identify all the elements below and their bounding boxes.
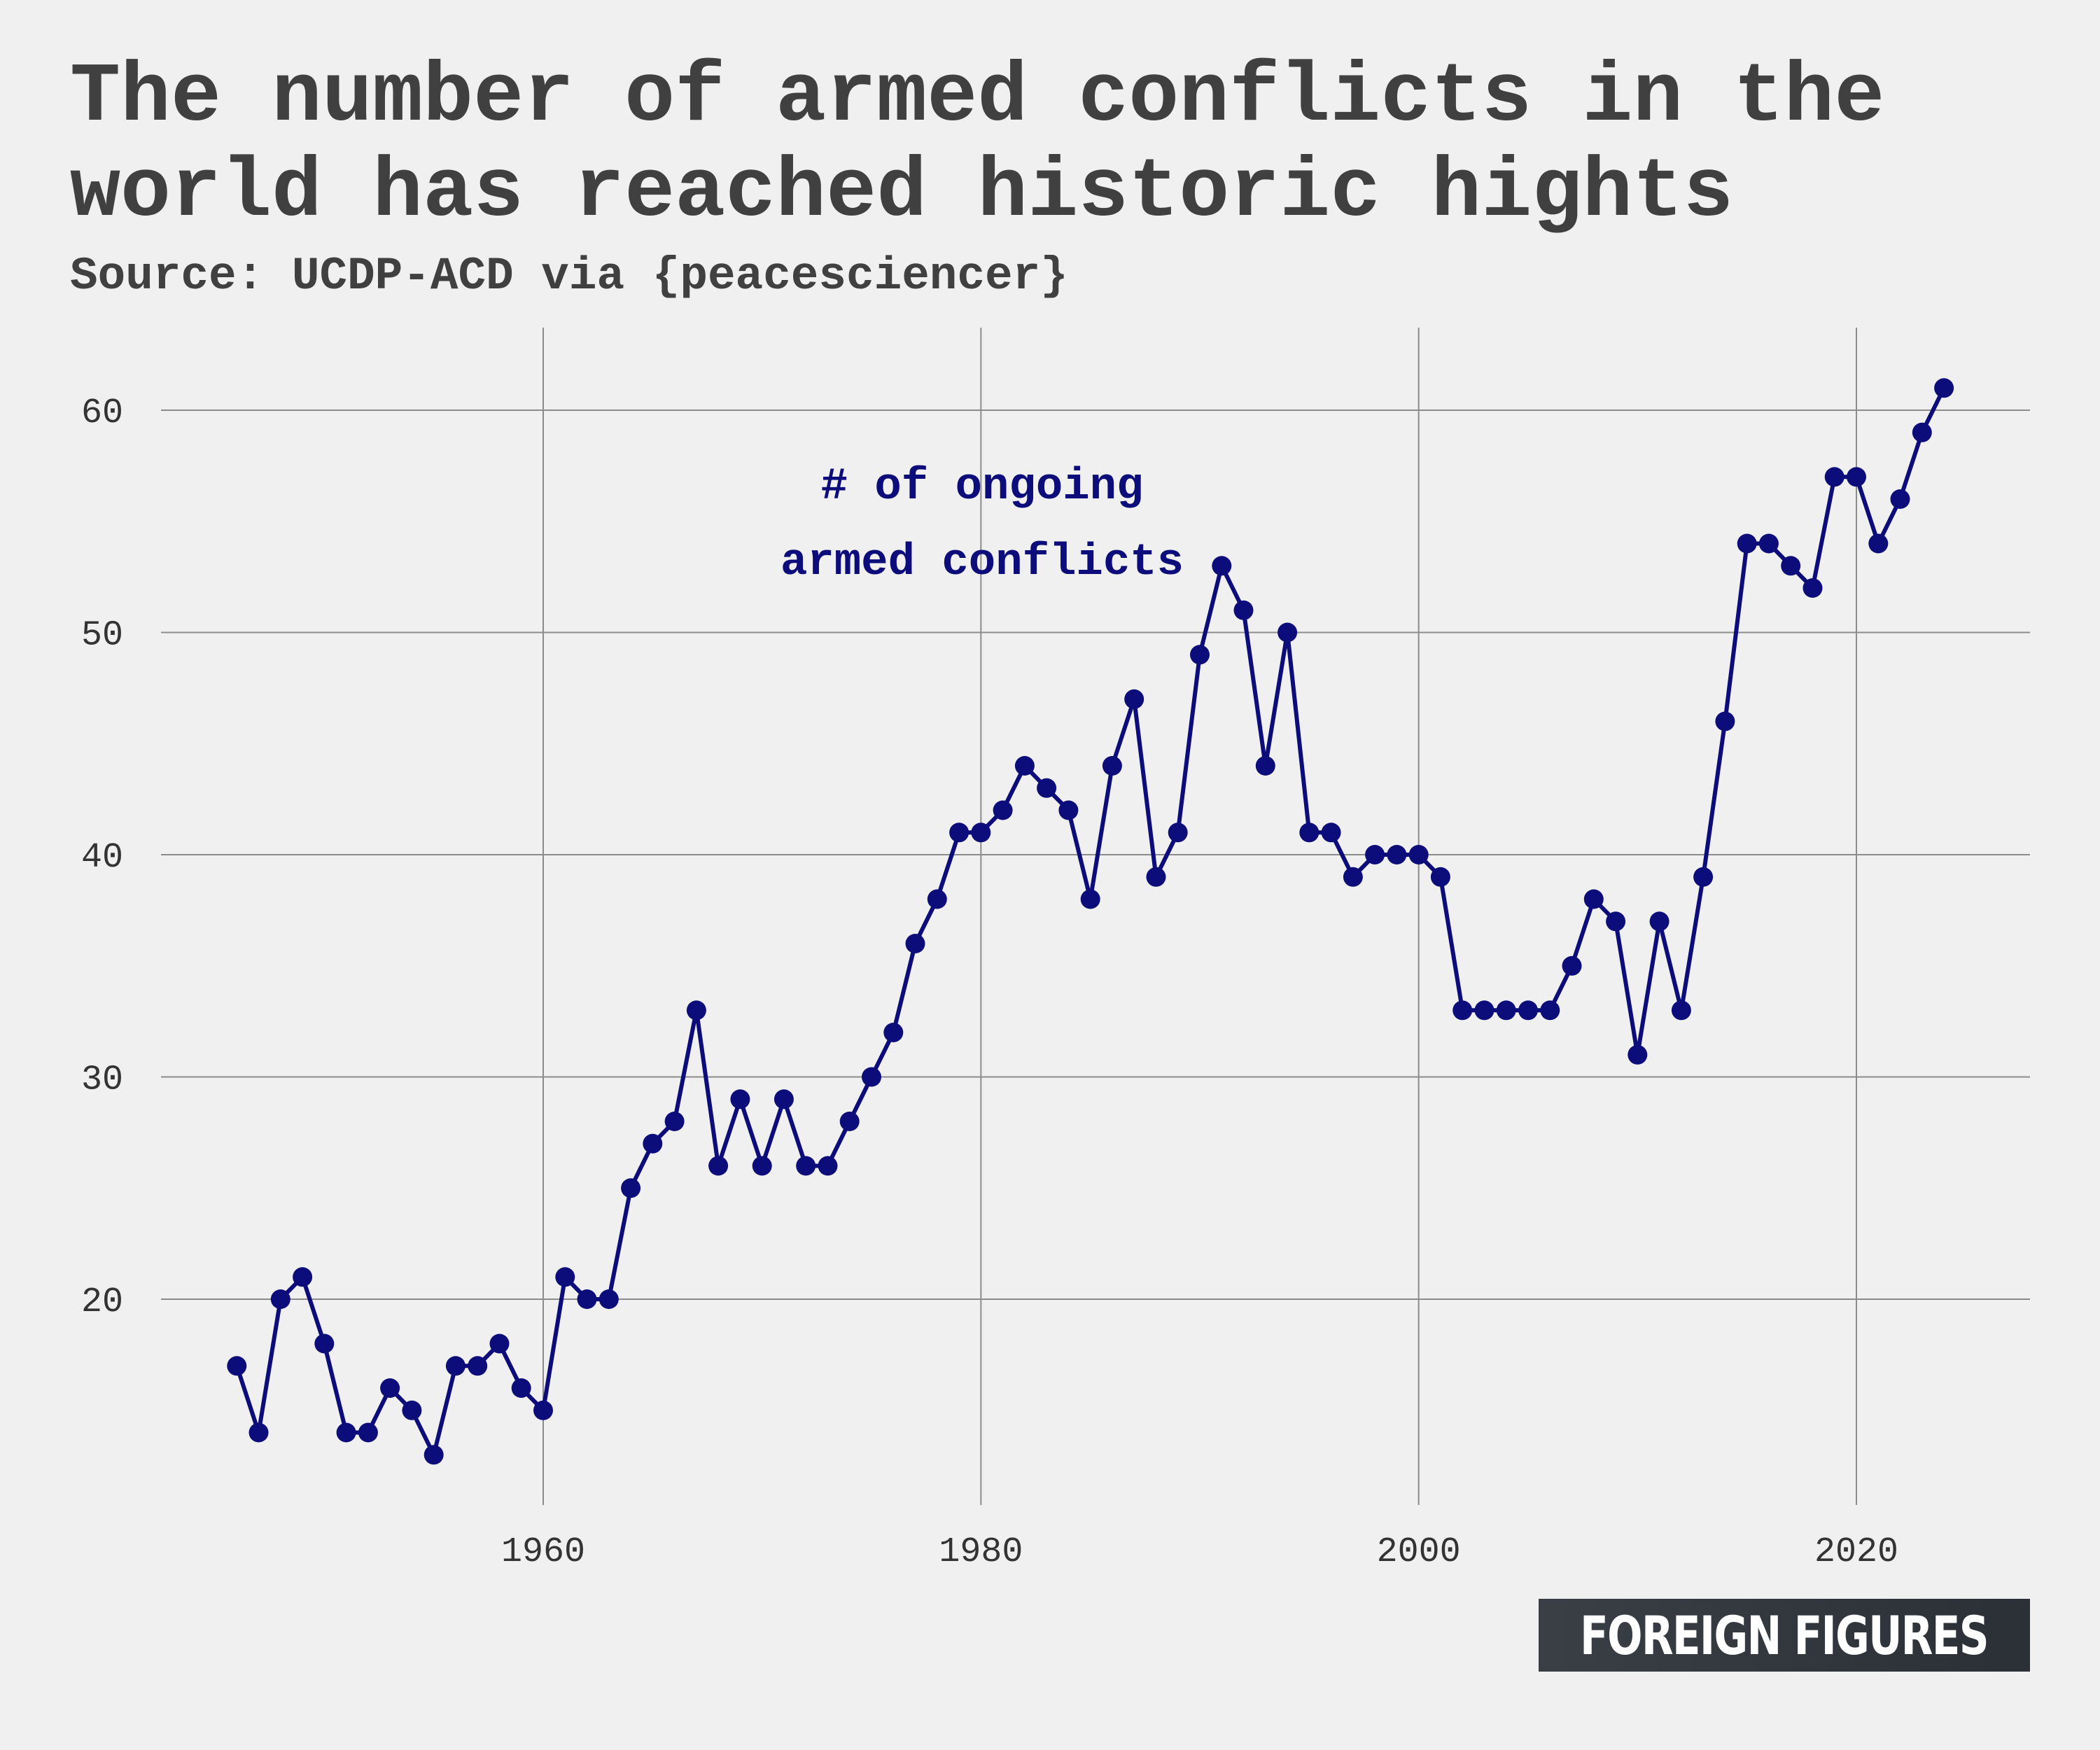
data-point-1967 [686,1000,706,1021]
data-point-1995 [1299,822,1320,843]
y-tick-label-50: 50 [81,616,123,656]
data-point-1979 [949,822,969,843]
data-point-1988 [1146,867,1166,887]
data-point-2018 [1802,578,1823,598]
y-tick-label-20: 20 [81,1282,123,1322]
data-point-1957 [468,1356,488,1376]
data-point-1953 [380,1378,400,1398]
data-point-1947 [248,1422,269,1443]
data-point-1998 [1365,845,1385,864]
data-point-1968 [708,1156,729,1176]
data-point-2013 [1693,867,1714,887]
data-point-2015 [1737,533,1757,554]
data-point-1971 [774,1089,794,1110]
data-point-2002 [1452,1000,1473,1021]
data-point-1990 [1190,645,1210,665]
data-point-1952 [358,1422,378,1443]
data-point-2009 [1606,911,1626,932]
data-point-1972 [796,1156,816,1176]
data-point-2010 [1628,1044,1648,1065]
annotation-line-2: armed conflicts [780,538,1184,588]
data-point-1950 [314,1334,335,1354]
data-point-1948 [270,1289,290,1309]
data-point-1999 [1387,845,1407,864]
data-point-1969 [730,1089,750,1110]
annotation: # of ongoing armed conflicts [780,462,1184,588]
data-point-2019 [1824,467,1844,487]
data-point-1964 [621,1178,641,1198]
data-point-1992 [1233,600,1254,620]
data-point-1984 [1058,800,1079,820]
tick-labels: 20 30 40 50 60 1960 1980 2000 2020 [81,393,1898,1572]
chart-subtitle: Source: UCDP-ACD via {peacesciencer} [70,250,1068,302]
data-point-2003 [1474,1000,1494,1021]
data-point-2004 [1496,1000,1516,1021]
data-point-2008 [1583,889,1604,909]
y-tick-label-60: 60 [81,393,123,433]
data-point-1976 [883,1023,904,1042]
data-point-1991 [1212,556,1232,576]
data-point-2005 [1518,1000,1538,1021]
x-tick-label-2000: 2000 [1377,1532,1461,1572]
data-point-2021 [1868,533,1889,554]
data-point-2006 [1540,1000,1560,1021]
data-point-1977 [905,934,925,953]
x-tick-label-1960: 1960 [501,1532,585,1572]
data-point-1974 [839,1112,860,1131]
data-point-1956 [445,1356,465,1376]
data-point-2020 [1847,467,1866,487]
data-point-1994 [1278,622,1298,643]
data-point-1965 [643,1133,663,1154]
data-point-1963 [598,1289,619,1309]
data-point-2007 [1562,955,1582,976]
data-point-1983 [1037,778,1057,798]
data-point-1973 [818,1156,838,1176]
data-point-1955 [424,1445,444,1465]
x-tick-label-2020: 2020 [1814,1532,1898,1572]
data-point-2001 [1430,867,1450,887]
data-point-2023 [1912,422,1932,442]
data-point-2014 [1715,711,1735,732]
data-point-1960 [533,1400,553,1420]
data-point-1996 [1321,822,1341,843]
grid-lines [161,328,2030,1505]
data-point-1970 [752,1156,772,1176]
data-point-2012 [1671,1000,1691,1021]
data-point-1986 [1102,756,1122,776]
data-point-1987 [1124,689,1144,709]
data-point-1982 [1014,756,1035,776]
data-point-1993 [1255,756,1275,776]
y-tick-label-30: 30 [81,1060,123,1100]
data-point-1946 [227,1356,247,1376]
data-point-2017 [1781,556,1801,576]
y-tick-label-40: 40 [81,838,123,878]
annotation-line-1: # of ongoing [821,462,1144,512]
data-point-1958 [489,1334,510,1354]
data-point-1959 [511,1378,531,1398]
data-point-1997 [1343,867,1363,887]
data-point-1981 [993,800,1013,820]
data-point-1954 [402,1400,422,1420]
data-point-1985 [1080,889,1100,909]
data-point-1989 [1168,822,1188,843]
data-point-1978 [927,889,947,909]
data-point-1966 [664,1112,685,1131]
data-point-1962 [577,1289,597,1309]
foreign-figures-logo: FOREIGN FIGURES [1539,1599,2030,1672]
data-point-1975 [862,1067,881,1087]
data-points [227,378,1954,1465]
data-point-2000 [1408,845,1429,864]
data-point-2022 [1890,489,1910,509]
data-point-1951 [336,1422,356,1443]
data-point-2024 [1934,378,1954,398]
x-tick-label-1980: 1980 [939,1532,1023,1572]
data-point-2016 [1758,533,1779,554]
logo-text: FOREIGN FIGURES [1580,1604,1989,1667]
data-point-1949 [293,1267,313,1287]
chart-title: The number of armed conflicts in the wor… [70,50,1885,241]
data-point-1980 [971,822,991,843]
data-point-1961 [555,1267,575,1287]
data-point-2011 [1649,911,1670,932]
